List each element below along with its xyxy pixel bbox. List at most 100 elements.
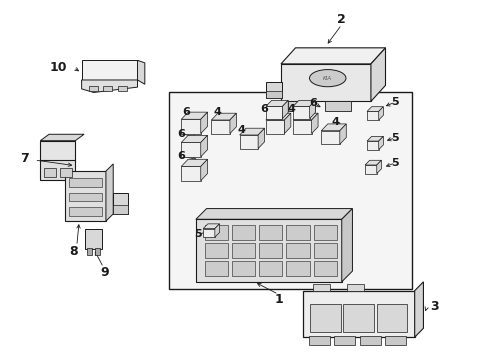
- Polygon shape: [203, 224, 219, 229]
- Text: 2: 2: [337, 13, 346, 26]
- Polygon shape: [196, 208, 352, 219]
- Bar: [181, 143, 201, 157]
- Bar: [211, 120, 229, 134]
- Text: 6: 6: [182, 107, 190, 117]
- Polygon shape: [292, 113, 317, 120]
- Bar: [113, 205, 127, 214]
- Text: 6: 6: [260, 104, 267, 113]
- Text: 6: 6: [177, 151, 185, 161]
- Text: 4: 4: [331, 117, 339, 127]
- Polygon shape: [378, 107, 383, 120]
- Bar: [281, 64, 370, 102]
- Polygon shape: [376, 160, 381, 174]
- Bar: [259, 243, 282, 258]
- Polygon shape: [229, 113, 236, 134]
- Bar: [231, 225, 255, 239]
- Polygon shape: [414, 282, 423, 337]
- Text: 10: 10: [49, 61, 67, 74]
- Bar: [286, 261, 309, 276]
- Bar: [196, 219, 341, 282]
- Text: 4: 4: [286, 104, 295, 113]
- Bar: [292, 120, 311, 134]
- Polygon shape: [339, 124, 346, 144]
- Polygon shape: [292, 100, 315, 107]
- Bar: [266, 82, 282, 98]
- Bar: [239, 135, 258, 149]
- Polygon shape: [137, 60, 144, 84]
- Bar: [343, 304, 373, 332]
- Bar: [169, 93, 411, 289]
- Text: KIA: KIA: [323, 76, 331, 81]
- Polygon shape: [309, 100, 315, 118]
- Polygon shape: [366, 107, 383, 111]
- Polygon shape: [201, 112, 207, 134]
- Polygon shape: [311, 113, 317, 134]
- Bar: [64, 171, 106, 221]
- Bar: [89, 86, 98, 91]
- Bar: [95, 248, 100, 255]
- Polygon shape: [181, 135, 207, 143]
- Bar: [346, 284, 363, 291]
- Polygon shape: [181, 159, 207, 166]
- Bar: [181, 119, 201, 134]
- Bar: [265, 107, 282, 118]
- Ellipse shape: [309, 69, 346, 87]
- Bar: [313, 261, 336, 276]
- Bar: [103, 86, 112, 91]
- Bar: [287, 101, 314, 111]
- Polygon shape: [284, 113, 290, 134]
- Text: 4: 4: [237, 125, 244, 135]
- Polygon shape: [239, 128, 264, 135]
- Bar: [231, 261, 255, 276]
- Text: 1: 1: [274, 293, 283, 306]
- Bar: [69, 207, 102, 216]
- Polygon shape: [265, 113, 290, 120]
- Bar: [309, 304, 340, 332]
- Bar: [231, 243, 255, 258]
- Bar: [113, 193, 127, 214]
- Text: 5: 5: [390, 133, 398, 143]
- Polygon shape: [81, 60, 137, 80]
- Text: 6: 6: [177, 129, 185, 139]
- Polygon shape: [258, 128, 264, 149]
- Polygon shape: [370, 48, 385, 102]
- Bar: [312, 284, 329, 291]
- Bar: [376, 304, 407, 332]
- Bar: [321, 131, 339, 144]
- Text: 3: 3: [429, 300, 438, 313]
- Bar: [204, 261, 227, 276]
- Bar: [181, 166, 201, 181]
- Bar: [204, 243, 227, 258]
- Bar: [302, 291, 414, 337]
- Text: 4: 4: [213, 107, 221, 117]
- Polygon shape: [181, 112, 207, 119]
- Bar: [40, 141, 75, 162]
- Bar: [40, 160, 75, 180]
- Bar: [308, 337, 329, 345]
- Bar: [69, 178, 102, 187]
- Polygon shape: [201, 159, 207, 181]
- Bar: [359, 337, 380, 345]
- Bar: [259, 225, 282, 239]
- Polygon shape: [40, 134, 84, 141]
- Polygon shape: [281, 48, 385, 64]
- Text: 9: 9: [101, 266, 109, 279]
- Bar: [366, 111, 378, 120]
- Polygon shape: [265, 100, 287, 107]
- Bar: [313, 225, 336, 239]
- Bar: [365, 165, 376, 174]
- Bar: [286, 225, 309, 239]
- Text: 5: 5: [194, 229, 202, 239]
- Bar: [60, 168, 72, 177]
- Bar: [265, 120, 284, 134]
- Bar: [385, 337, 406, 345]
- Bar: [204, 225, 227, 239]
- Polygon shape: [365, 160, 381, 165]
- Text: 7: 7: [20, 152, 29, 165]
- Polygon shape: [282, 100, 287, 118]
- Bar: [259, 261, 282, 276]
- Bar: [118, 86, 126, 91]
- Text: 6: 6: [309, 98, 317, 108]
- Polygon shape: [341, 208, 352, 282]
- Bar: [366, 141, 378, 150]
